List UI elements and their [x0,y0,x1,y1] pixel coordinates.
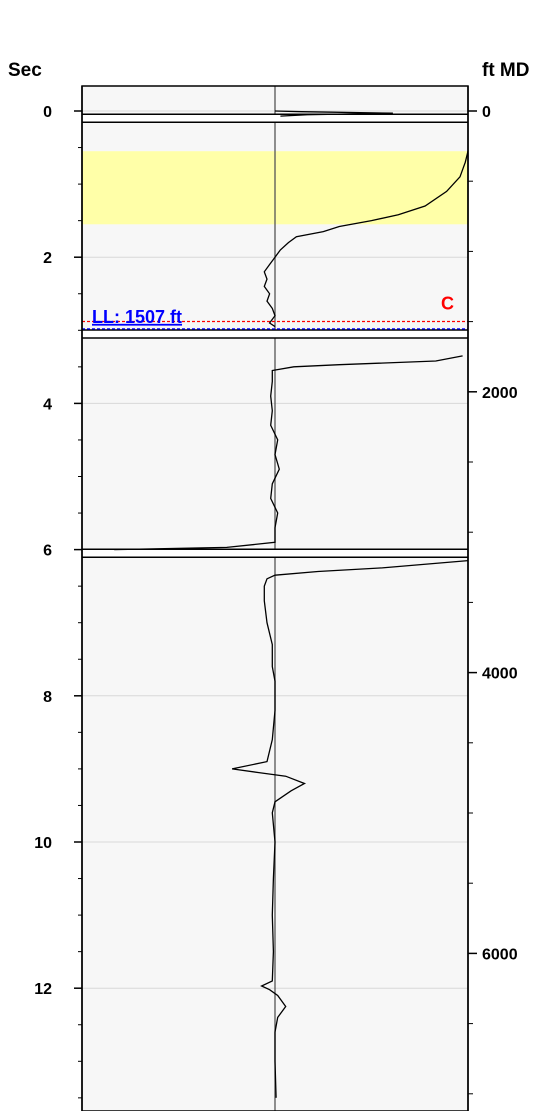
left-axis-title: Sec [8,60,42,81]
gap-break [82,549,468,558]
log-curve [114,355,463,551]
right-tick-label: 2000 [482,385,518,402]
right-tick-label: 6000 [482,946,518,963]
level-marker-label: C [441,294,454,314]
gap-break [82,114,468,123]
log-curve [231,559,469,1098]
left-tick-label: 8 [43,689,52,706]
gap-break [82,329,468,338]
left-tick-label: 4 [43,396,52,413]
right-tick-label: 0 [482,104,491,121]
level-line-label: LL: 1507 ft [92,307,182,327]
left-tick-label: 10 [34,835,52,852]
left-tick-label: 0 [43,104,52,121]
right-tick-label: 4000 [482,666,518,683]
left-tick-label: 6 [43,543,52,560]
left-tick-label: 2 [43,250,52,267]
left-tick-label: 12 [34,981,52,998]
log-curve [274,110,393,117]
log-curve [263,151,469,328]
right-axis-title: ft MD [482,60,529,81]
